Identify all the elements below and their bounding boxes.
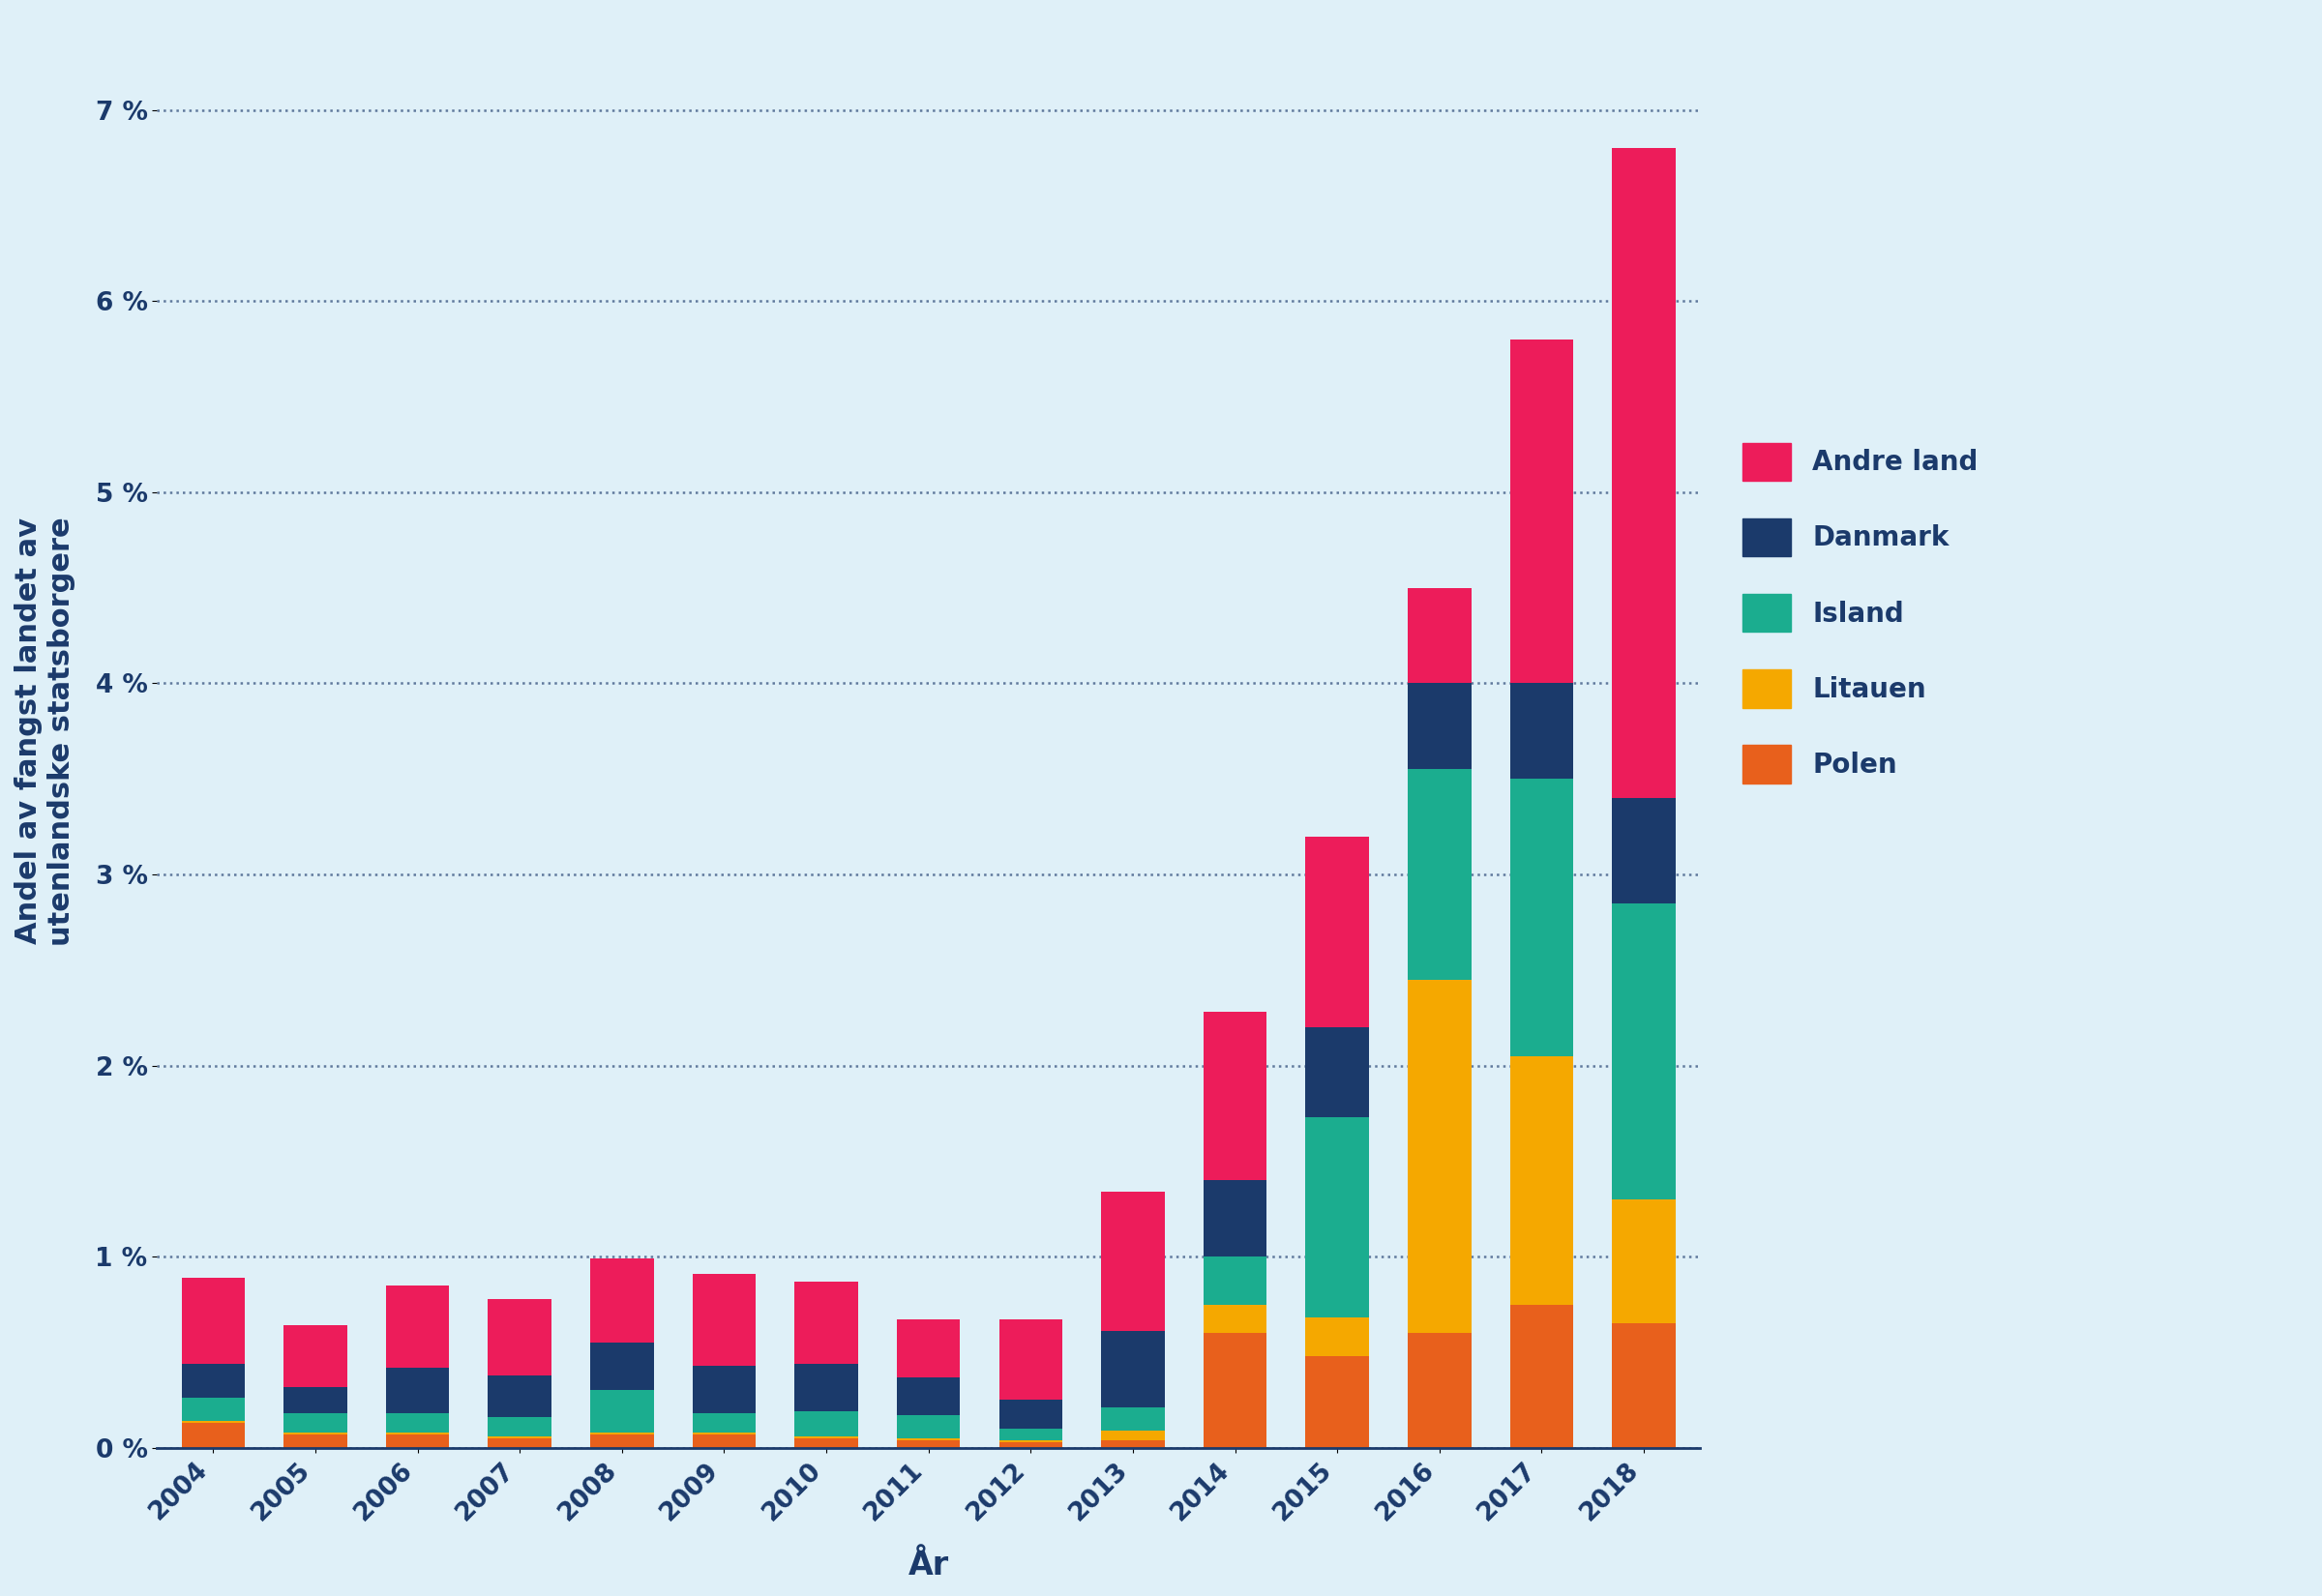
Bar (1407, 1333, 1472, 1448)
Bar (1101, 1440, 1166, 1448)
Bar (794, 1436, 859, 1438)
Bar (998, 1443, 1063, 1448)
Bar (1407, 980, 1472, 1333)
Bar (1611, 798, 1676, 903)
Bar (590, 1342, 652, 1390)
Bar (1611, 1323, 1676, 1448)
Bar (692, 1414, 757, 1433)
Bar (181, 1420, 244, 1424)
Bar (896, 1416, 961, 1438)
Bar (1101, 1408, 1166, 1430)
Bar (283, 1435, 346, 1448)
Bar (692, 1433, 757, 1435)
Bar (692, 1366, 757, 1414)
Y-axis label: Andel av fangst landet av
utenlandske statsborgere: Andel av fangst landet av utenlandske st… (14, 517, 74, 946)
Bar (385, 1368, 448, 1414)
Bar (1203, 1333, 1268, 1448)
Bar (181, 1424, 244, 1448)
Bar (794, 1282, 859, 1363)
Bar (998, 1428, 1063, 1440)
Bar (488, 1417, 550, 1436)
Bar (896, 1320, 961, 1377)
Bar (385, 1433, 448, 1435)
Bar (1203, 1304, 1268, 1333)
Bar (896, 1377, 961, 1416)
Bar (1101, 1192, 1166, 1331)
Bar (1305, 1318, 1370, 1357)
Bar (794, 1363, 859, 1411)
Bar (1305, 1117, 1370, 1318)
Bar (998, 1320, 1063, 1400)
Bar (590, 1435, 652, 1448)
Bar (1305, 836, 1370, 1028)
Bar (692, 1274, 757, 1366)
Bar (590, 1259, 652, 1342)
Bar (1611, 1199, 1676, 1323)
Bar (1407, 587, 1472, 683)
Bar (283, 1414, 346, 1433)
Bar (385, 1414, 448, 1433)
Bar (488, 1438, 550, 1448)
Bar (1101, 1331, 1166, 1408)
Bar (1509, 779, 1574, 1057)
Legend: Andre land, Danmark, Island, Litauen, Polen: Andre land, Danmark, Island, Litauen, Po… (1730, 429, 1992, 796)
Bar (998, 1440, 1063, 1443)
Bar (283, 1387, 346, 1414)
Bar (794, 1411, 859, 1436)
Bar (692, 1435, 757, 1448)
Bar (181, 1398, 244, 1420)
Bar (998, 1400, 1063, 1428)
Bar (1611, 903, 1676, 1199)
Bar (1611, 148, 1676, 798)
X-axis label: År: År (908, 1550, 950, 1582)
Bar (1509, 340, 1574, 683)
Bar (181, 1363, 244, 1398)
Bar (385, 1435, 448, 1448)
Bar (1203, 1256, 1268, 1304)
Bar (1305, 1357, 1370, 1448)
Bar (1407, 769, 1472, 980)
Bar (488, 1299, 550, 1376)
Bar (1203, 1179, 1268, 1256)
Bar (181, 1278, 244, 1363)
Bar (1101, 1430, 1166, 1440)
Bar (385, 1285, 448, 1368)
Bar (1407, 683, 1472, 769)
Bar (283, 1433, 346, 1435)
Bar (590, 1433, 652, 1435)
Bar (1305, 1028, 1370, 1117)
Bar (488, 1376, 550, 1417)
Bar (1203, 1012, 1268, 1179)
Bar (1509, 683, 1574, 779)
Bar (590, 1390, 652, 1433)
Bar (896, 1440, 961, 1448)
Bar (794, 1438, 859, 1448)
Bar (1509, 1304, 1574, 1448)
Bar (1509, 1057, 1574, 1304)
Bar (488, 1436, 550, 1438)
Bar (896, 1438, 961, 1440)
Bar (283, 1325, 346, 1387)
